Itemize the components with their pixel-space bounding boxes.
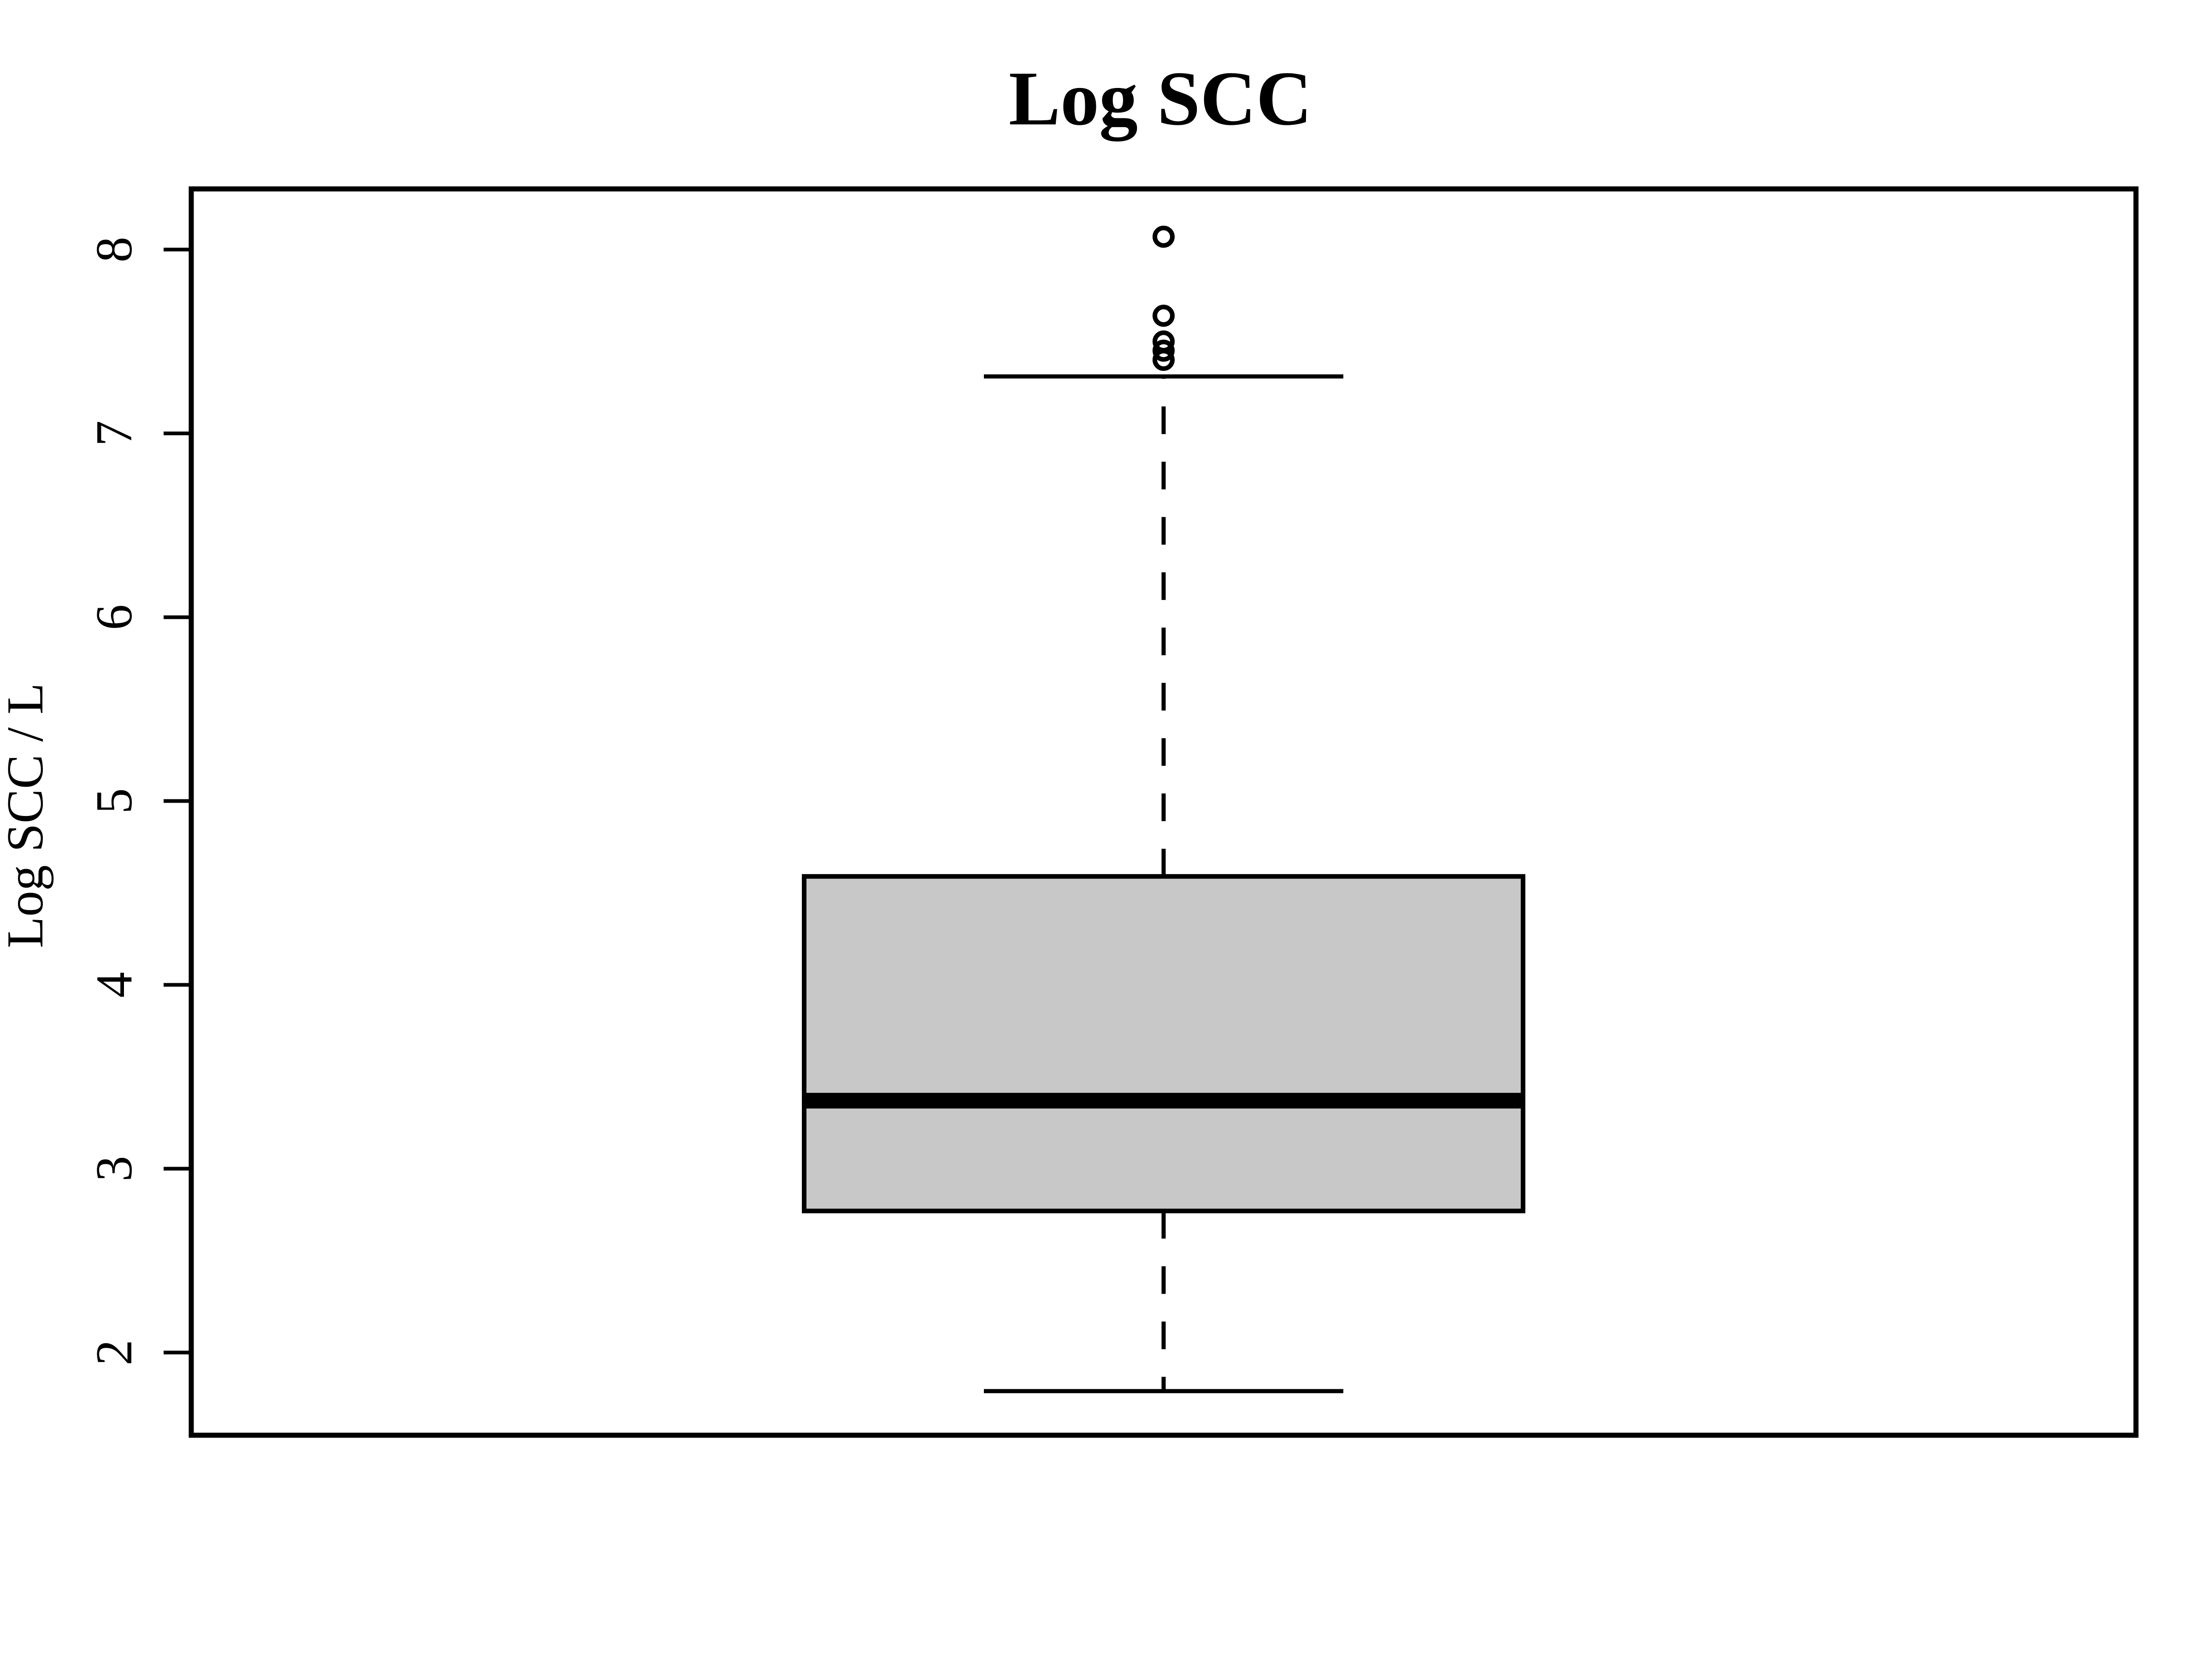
- y-axis-label: Log SCC / L: [0, 683, 54, 948]
- y-axis-label-group: Log SCC / L: [0, 683, 54, 948]
- y-tick-label-3: 3: [86, 1156, 143, 1181]
- y-tick-label-5: 5: [86, 788, 143, 814]
- y-axis-ticks: 2 3 4 5 6 7 8: [86, 237, 191, 1365]
- outlier-point-2: [1153, 330, 1175, 353]
- y-tick-label-7: 7: [86, 421, 143, 446]
- y-tick-label-4: 4: [86, 972, 143, 998]
- y-tick-label-8: 8: [86, 237, 143, 263]
- chart-title: Log SCC: [1009, 56, 1312, 141]
- box-plot: [802, 225, 1525, 1393]
- plot-frame: [188, 186, 2139, 1438]
- outlier-point-4: [1153, 225, 1175, 248]
- outlier-point-1: [1153, 340, 1175, 362]
- y-tick-label-2: 2: [86, 1339, 143, 1365]
- interquartile-box: [802, 874, 1525, 1214]
- outlier-point-3: [1153, 305, 1175, 327]
- y-tick-label-6: 6: [86, 605, 143, 630]
